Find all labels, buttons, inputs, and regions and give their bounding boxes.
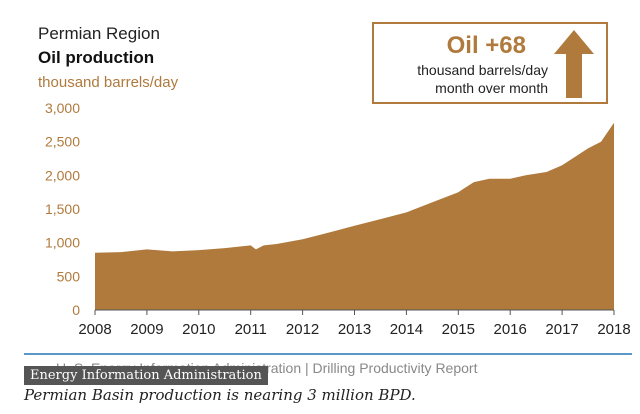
x-tick-label: 2014	[390, 321, 423, 338]
production-chart: 0 500 1,000 1,500 2,000 2,500 3,000 2008 2009 201…	[45, 100, 631, 338]
production-area	[95, 122, 614, 310]
x-tick-label: 2015	[442, 321, 475, 338]
callout-unit: thousand barrels/day	[417, 62, 548, 78]
region-label: Permian Region	[38, 24, 160, 43]
change-callout: Oil +68 thousand barrels/day month over …	[372, 22, 608, 104]
image-caption: Permian Basin production is nearing 3 mi…	[24, 386, 416, 404]
unit-label: thousand barrels/day	[38, 74, 179, 91]
y-tick-label: 2,000	[45, 167, 80, 183]
x-tick-label: 2012	[286, 321, 319, 338]
chart-title: Oil production	[38, 48, 155, 67]
y-tick-label: 1,000	[45, 235, 80, 251]
x-tick-label: 2008	[78, 321, 111, 338]
y-tick-label: 0	[72, 302, 80, 318]
caption-tag: Energy Information Administration	[24, 366, 268, 385]
x-tick-label: 2010	[182, 321, 215, 338]
x-tick-label: 2017	[545, 321, 578, 338]
x-tick-label: 2013	[338, 321, 371, 338]
callout-period: month over month	[435, 80, 548, 96]
x-tick-label: 2009	[130, 321, 163, 338]
y-tick-label: 2,500	[45, 134, 80, 150]
up-arrow-icon	[554, 30, 594, 98]
x-tick-label: 2016	[494, 321, 527, 338]
footer-rule	[24, 353, 632, 355]
y-tick-label: 1,500	[45, 201, 80, 217]
callout-headline: Oil +68	[446, 32, 526, 59]
y-tick-label: 3,000	[45, 100, 80, 116]
x-tick-label: 2011	[235, 321, 267, 338]
y-tick-label: 500	[57, 268, 81, 284]
x-tick-label: 2018	[597, 321, 630, 338]
